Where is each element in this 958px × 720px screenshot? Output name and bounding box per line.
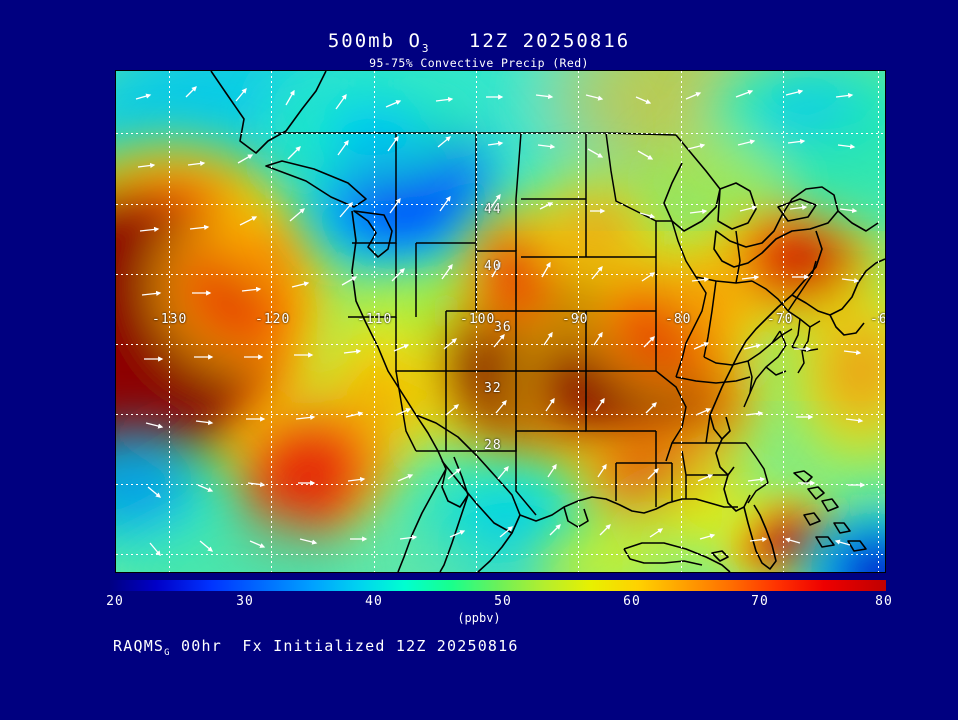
lat-label-44: 44: [484, 202, 502, 217]
geography-outlines: [210, 71, 885, 572]
map-plot-area[interactable]: -130 -120 -110 -100 -90 -80 -70 -60 44 4…: [115, 70, 886, 573]
gridline-lat-20: [116, 554, 885, 555]
footer-caption: RAQMSG 00hr Fx Initialized 12Z 20250816: [113, 637, 519, 658]
colorbar-tick-20: 20: [106, 594, 124, 609]
lat-label-40: 40: [484, 259, 502, 274]
title-spacer: [429, 30, 469, 52]
gridline-lon--130: [169, 71, 170, 572]
colorbar-tick-70: 70: [751, 594, 769, 609]
title-timestamp: 12Z 20250816: [468, 30, 631, 52]
field-florida-caribbean: [326, 416, 776, 572]
gridline-lon--60: [878, 71, 879, 572]
colorbar: [110, 580, 886, 591]
lat-lon-gridlines: [116, 71, 885, 572]
gridline-lon--80: [681, 71, 682, 572]
lat-label-36: 36: [494, 320, 512, 335]
gridline-lat-32: [116, 344, 885, 345]
gridline-lon--70: [783, 71, 784, 572]
colorbar-tick-80: 80: [875, 594, 893, 609]
gridline-lon--90: [578, 71, 579, 572]
lon-label--90: -90: [562, 312, 589, 327]
footer-model-subscript: G: [164, 648, 171, 658]
contour-field-svg: [116, 71, 885, 572]
gridline-lat-40: [116, 204, 885, 205]
colorbar-tick-40: 40: [365, 594, 383, 609]
gridline-lon--110: [374, 71, 375, 572]
subtitle: 95-75% Convective Precip (Red): [369, 56, 589, 70]
lon-label--80: -80: [665, 312, 692, 327]
gridline-lat-44: [116, 133, 885, 134]
footer-run-info: 00hr Fx Initialized 12Z 20250816: [170, 637, 519, 655]
colorbar-tick-50: 50: [494, 594, 512, 609]
colorbar-unit-label: (ppbv): [457, 611, 501, 625]
title-variable: 500mb O: [327, 30, 422, 52]
lon-label--60: -60: [870, 312, 885, 327]
lon-label--120: -120: [255, 312, 291, 327]
state-boundaries: [348, 132, 821, 516]
title-subscript: 3: [421, 41, 429, 55]
gridline-lat-28: [116, 414, 885, 415]
gridline-lon--120: [271, 71, 272, 572]
gridline-lat-24: [116, 484, 885, 485]
colorbar-tick-labels: 20 30 40 50 60 70 80: [0, 594, 958, 614]
lon-label--100: -100: [460, 312, 496, 327]
gridline-lon--100: [476, 71, 477, 572]
lon-label--130: -130: [152, 312, 188, 327]
field-southwest-pacific: [116, 421, 346, 572]
footer-model-name: RAQMS: [113, 637, 165, 655]
gridline-lat-36: [116, 274, 885, 275]
lat-label-32: 32: [484, 381, 502, 396]
colorbar-tick-30: 30: [236, 594, 254, 609]
lon-label--110: -110: [357, 312, 393, 327]
gridline-labels: -130 -120 -110 -100 -90 -80 -70 -60 44 4…: [116, 71, 885, 572]
lon-label--70: -70: [767, 312, 794, 327]
colorbar-tick-60: 60: [623, 594, 641, 609]
page-title: 500mb O3 12Z 20250816: [0, 30, 958, 55]
min-southeast-atlantic: [781, 496, 885, 572]
lat-label-28: 28: [484, 438, 502, 453]
ozone-contour-field: [116, 71, 885, 572]
